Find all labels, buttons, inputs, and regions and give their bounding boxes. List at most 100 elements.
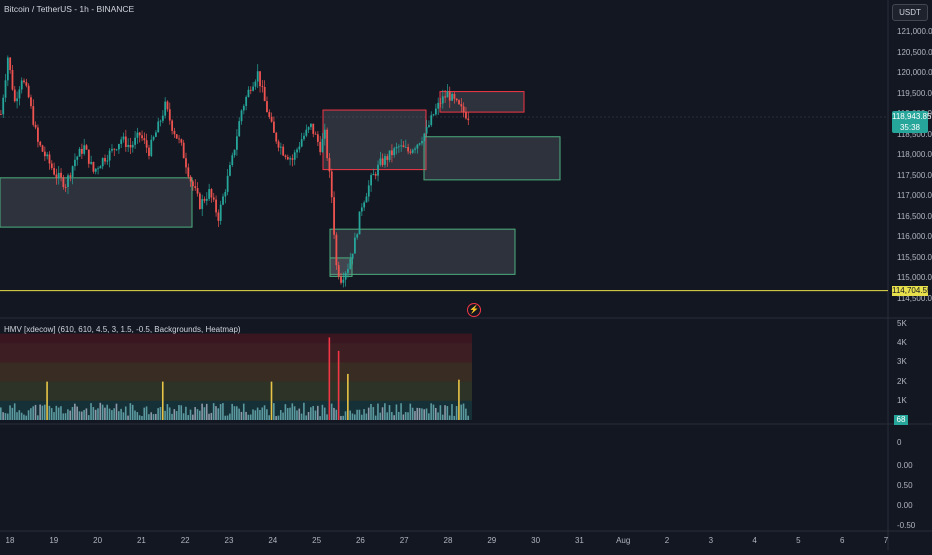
volume-bar bbox=[448, 415, 451, 420]
volume-bar bbox=[129, 403, 132, 420]
volume-bar bbox=[407, 412, 409, 420]
volume-bar bbox=[76, 406, 78, 420]
candle-body bbox=[48, 154, 51, 164]
candle-body bbox=[400, 145, 403, 147]
time-tick-label: 23 bbox=[224, 536, 234, 545]
candle-body bbox=[414, 148, 416, 150]
time-tick-label: 25 bbox=[312, 536, 322, 545]
volume-bar bbox=[55, 405, 58, 420]
volume-bar bbox=[80, 411, 83, 420]
price-tick-label: 116,000.00 bbox=[897, 232, 932, 242]
indicator-title[interactable]: HMV [xdecow] (610, 610, 4.5, 3, 1.5, -0.… bbox=[4, 325, 241, 334]
candle-body bbox=[384, 156, 386, 165]
volume-bar bbox=[90, 403, 92, 420]
candle-body bbox=[127, 144, 130, 147]
candle-body bbox=[307, 127, 310, 130]
volume-bar bbox=[192, 414, 194, 420]
volume-bar bbox=[460, 404, 463, 420]
volume-tick-label: 5K bbox=[897, 319, 907, 328]
lower-pane-tick-label: 0.00 bbox=[897, 461, 913, 470]
volume-bar bbox=[307, 411, 310, 420]
candle-body bbox=[367, 185, 370, 197]
currency-button[interactable]: USDT bbox=[892, 4, 928, 21]
volume-bar bbox=[97, 408, 99, 420]
candle-body bbox=[451, 93, 453, 101]
volume-bar bbox=[358, 409, 361, 420]
volume-bar bbox=[85, 408, 88, 420]
current-price-badge: 118,943.85 35:38 bbox=[892, 111, 931, 133]
time-tick-label: 20 bbox=[93, 536, 103, 545]
candle-body bbox=[247, 89, 250, 97]
alert-bolt-icon[interactable]: ⚡ bbox=[467, 303, 481, 317]
volume-bar bbox=[113, 408, 115, 420]
candle-body bbox=[23, 80, 25, 83]
volume-bar bbox=[141, 416, 143, 420]
candle-body bbox=[354, 237, 356, 254]
volume-bar bbox=[224, 415, 227, 420]
volume-bar bbox=[99, 402, 102, 420]
candle-body bbox=[118, 143, 120, 150]
volume-bar bbox=[78, 411, 81, 420]
volume-bar bbox=[370, 404, 372, 420]
time-tick-label: 6 bbox=[839, 536, 845, 545]
volume-bar bbox=[365, 413, 368, 420]
candle-body bbox=[134, 137, 136, 145]
volume-bar bbox=[263, 405, 266, 420]
volume-bar bbox=[374, 415, 377, 420]
volume-bar bbox=[148, 414, 150, 420]
candle-body bbox=[217, 212, 220, 221]
candle-body bbox=[212, 197, 215, 200]
time-tick-label: Aug bbox=[616, 536, 631, 545]
volume-bar bbox=[67, 409, 69, 420]
volume-bar bbox=[388, 405, 391, 420]
candle-body bbox=[259, 71, 261, 87]
candle-body bbox=[150, 139, 153, 156]
volume-bar bbox=[39, 404, 41, 420]
candle-body bbox=[205, 198, 208, 201]
volume-bar bbox=[37, 415, 39, 420]
candle-body bbox=[370, 175, 372, 186]
candle-body bbox=[185, 158, 187, 168]
price-tick-label: 115,500.00 bbox=[897, 252, 932, 262]
volume-bar bbox=[2, 412, 4, 420]
volume-bar bbox=[46, 381, 48, 420]
candle-body bbox=[284, 155, 287, 157]
volume-bar bbox=[328, 337, 331, 420]
volume-bar bbox=[337, 350, 340, 420]
candle-body bbox=[104, 158, 106, 162]
candle-body bbox=[78, 148, 81, 157]
volume-bar bbox=[270, 381, 273, 420]
candle-body bbox=[39, 141, 42, 146]
candle-body bbox=[180, 139, 183, 143]
volume-bar bbox=[342, 415, 345, 420]
candle-body bbox=[372, 173, 375, 176]
volume-bar bbox=[205, 403, 208, 420]
level-price-tag: 114,704.55 bbox=[892, 286, 932, 296]
volume-bar bbox=[138, 415, 141, 420]
lower-pane-tick-label: 0 bbox=[897, 438, 902, 447]
candle-body bbox=[310, 123, 312, 128]
volume-bar bbox=[386, 412, 388, 420]
candle-body bbox=[80, 148, 83, 154]
candle-body bbox=[360, 207, 363, 212]
volume-bar bbox=[273, 403, 275, 420]
candle-body bbox=[365, 196, 368, 203]
price-tick-label: 116,500.00 bbox=[897, 211, 932, 221]
price-tick-label: 114,500.00 bbox=[897, 294, 932, 303]
volume-bar bbox=[393, 415, 395, 420]
candle-body bbox=[439, 102, 442, 104]
volume-bar bbox=[400, 403, 402, 420]
candle-body bbox=[407, 147, 410, 152]
volume-bar bbox=[286, 408, 289, 420]
candle-body bbox=[122, 136, 125, 140]
volume-bar bbox=[87, 415, 90, 420]
volume-bar bbox=[344, 411, 347, 420]
volume-bar bbox=[462, 403, 465, 420]
volume-bar bbox=[155, 413, 157, 420]
candle-body bbox=[282, 146, 285, 156]
volume-bar bbox=[166, 404, 169, 420]
volume-bar bbox=[182, 413, 185, 420]
volume-bar bbox=[252, 409, 254, 420]
